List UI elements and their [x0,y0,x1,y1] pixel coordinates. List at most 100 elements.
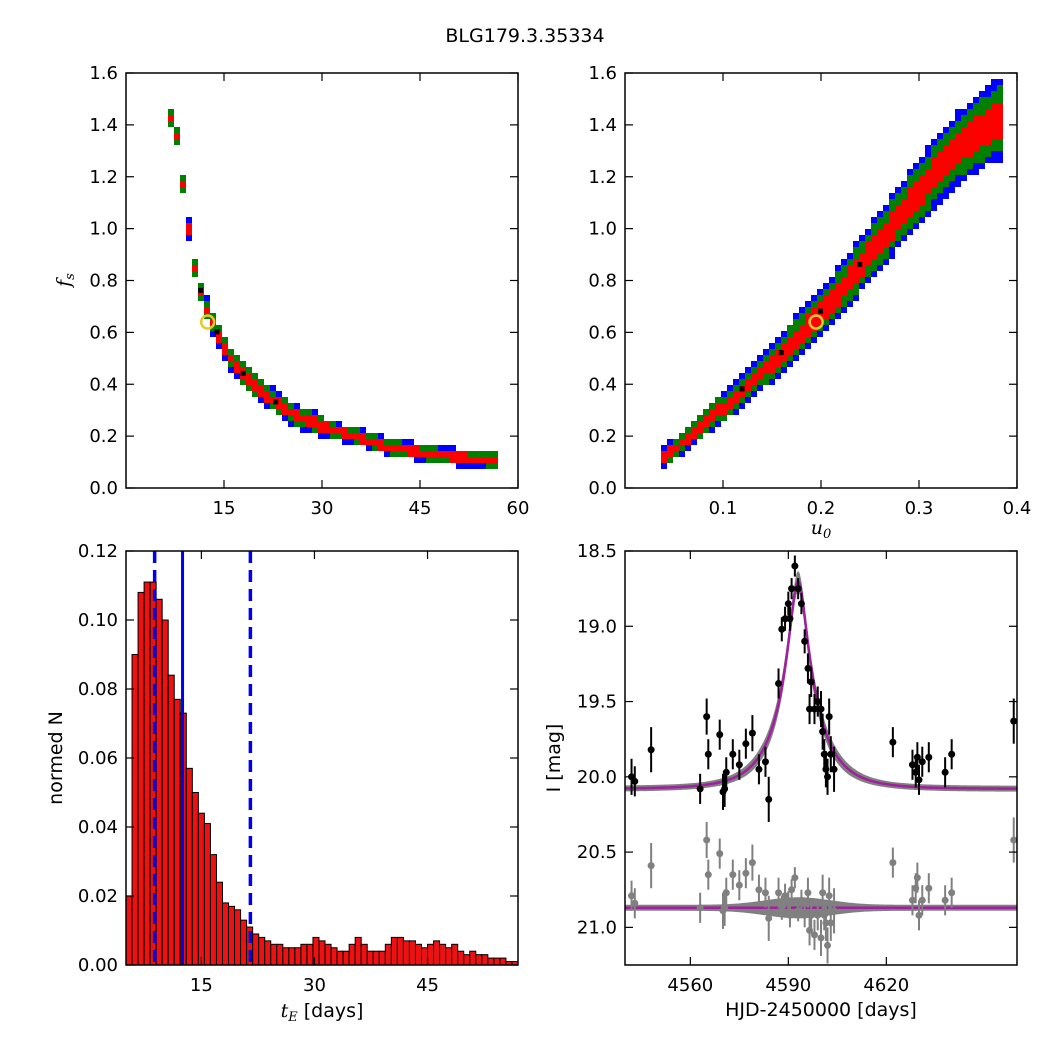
histogram-bar [457,950,465,966]
p2-cell [805,331,811,337]
p2-cell [991,115,997,121]
p2-cell [847,283,853,289]
p2-cell [901,223,907,229]
p1-cell [306,421,312,427]
p2-cell [781,343,787,349]
data-point [810,705,818,713]
p2-cell [691,433,697,439]
residual-point [827,919,835,927]
p1-cell [432,445,438,451]
p2-cell [667,451,673,457]
histogram-bar [433,940,441,966]
p2-cell [985,127,991,133]
p2-cell [853,265,859,271]
p2-cell [961,169,967,175]
p2-cell [997,103,1003,109]
p2-cell [829,313,835,319]
p2-cell [895,235,901,241]
p1-cell [210,325,216,331]
p1-cell [234,355,240,361]
p2-best-cell [818,308,823,314]
p1-cell [312,409,318,415]
histogram-bar [197,812,205,966]
data-point [631,777,639,785]
p1-cell [354,427,360,433]
p2-cell [679,433,685,439]
p2-cell [913,223,919,229]
residual-point [825,892,833,900]
residual-point [735,881,743,889]
p1-cell [378,445,384,451]
residual-point [716,850,724,858]
p2-cell [739,403,745,409]
p2-cell [799,313,805,319]
p1-ytick-label: 1.6 [89,63,118,84]
p2-cell [949,133,955,139]
p2-xtick-label: 0.2 [807,498,836,519]
p1-cell [474,463,480,469]
p1-cell [408,451,414,457]
p2-cell [913,211,919,217]
p2-cell [823,301,829,307]
p1-cell [354,433,360,439]
histogram-bar [475,954,483,966]
p2-cell [895,217,901,223]
residual-point [755,886,763,894]
p2-cell [919,175,925,181]
p1-cell [294,403,300,409]
p2-cell [949,187,955,193]
p2-cell [745,373,751,379]
p2-cell [841,265,847,271]
p3-ytick-label: 0.04 [78,817,118,838]
histogram-bar [354,936,362,966]
histogram-bar [336,950,344,966]
p2-cell [775,355,781,361]
p2-cell [937,139,943,145]
p1-cell [228,349,234,355]
p2-cell [811,301,817,307]
p2-cell [751,367,757,373]
p2-cell [985,139,991,145]
p2-cell [787,331,793,337]
p2-cell [973,103,979,109]
p4-frame [624,550,1018,966]
p2-cell [895,205,901,211]
data-point [915,776,923,784]
p1-cell [444,451,450,457]
p2-cell [769,349,775,355]
p2-cell [715,421,721,427]
histogram-bar [330,947,338,966]
data-point [722,768,730,776]
p2-cell [931,181,937,187]
p2-cell [997,127,1003,133]
p1-cell [390,451,396,457]
p2-cell [931,187,937,193]
residual-point [913,874,921,882]
data-point [755,765,763,773]
p1-cell [366,439,372,445]
p1-cell [198,283,204,289]
p2-cell [889,241,895,247]
p1-ytick-label: 0.2 [89,426,118,447]
data-point [908,761,916,769]
p2-cell [973,115,979,121]
p2-cell [943,157,949,163]
p2-cell [727,391,733,397]
histogram-bar [348,943,356,966]
p2-cell [721,397,727,403]
residual-point [786,911,794,919]
p2-cell [703,421,709,427]
panel4-ylabel: I [mag] [543,724,565,793]
p2-cell [787,349,793,355]
p2-cell [991,79,997,85]
data-point [781,615,789,623]
p1-cell [426,451,432,457]
p2-cell [757,385,763,391]
p2-cell [937,187,943,193]
p2-cell [715,397,721,403]
p1-cell [240,379,246,385]
p1-cell [360,439,366,445]
p2-cell [865,277,871,283]
data-point [778,625,786,633]
p2-cell [991,157,997,163]
